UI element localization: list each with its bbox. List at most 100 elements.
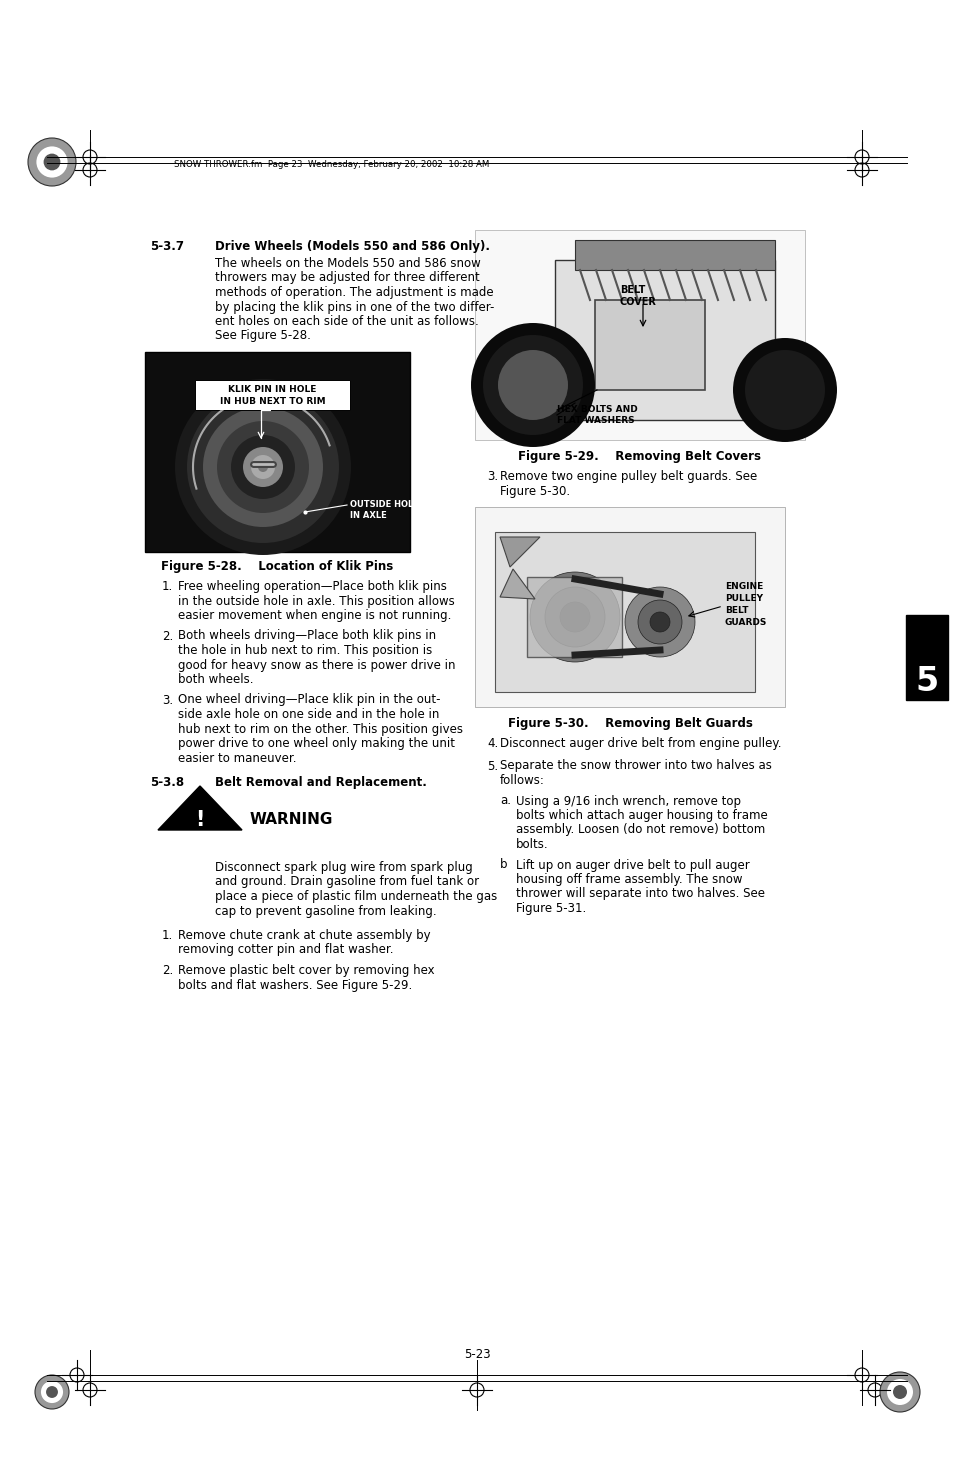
Text: Remove plastic belt cover by removing hex: Remove plastic belt cover by removing he… xyxy=(178,965,435,976)
Text: 2.: 2. xyxy=(162,630,173,643)
Circle shape xyxy=(497,350,567,420)
Text: 3.: 3. xyxy=(486,471,497,482)
Text: Figure 5-31.: Figure 5-31. xyxy=(516,903,586,914)
Text: !: ! xyxy=(195,810,205,830)
Circle shape xyxy=(36,146,68,177)
Circle shape xyxy=(174,379,351,555)
Text: One wheel driving—Place klik pin in the out-: One wheel driving—Place klik pin in the … xyxy=(178,693,440,707)
Circle shape xyxy=(482,335,582,435)
Bar xyxy=(526,577,621,656)
Text: 5.: 5. xyxy=(486,760,497,773)
Bar xyxy=(475,507,784,707)
Text: See Figure 5-28.: See Figure 5-28. xyxy=(214,329,311,342)
Text: Both wheels driving—Place both klik pins in: Both wheels driving—Place both klik pins… xyxy=(178,630,436,643)
Text: removing cotter pin and flat washer.: removing cotter pin and flat washer. xyxy=(178,944,393,956)
Text: COVER: COVER xyxy=(619,296,657,307)
Circle shape xyxy=(231,435,294,499)
Text: Disconnect spark plug wire from spark plug: Disconnect spark plug wire from spark pl… xyxy=(214,861,473,875)
Text: GUARDS: GUARDS xyxy=(724,618,766,627)
Polygon shape xyxy=(158,786,242,830)
Text: place a piece of plastic film underneath the gas: place a piece of plastic film underneath… xyxy=(214,889,497,903)
Bar xyxy=(595,299,704,389)
Circle shape xyxy=(624,587,695,656)
Text: IN AXLE: IN AXLE xyxy=(350,510,386,521)
Text: and ground. Drain gasoline from fuel tank or: and ground. Drain gasoline from fuel tan… xyxy=(214,876,478,888)
Text: Figure 5-30.    Removing Belt Guards: Figure 5-30. Removing Belt Guards xyxy=(507,717,752,730)
Text: throwers may be adjusted for three different: throwers may be adjusted for three diffe… xyxy=(214,271,479,285)
Text: Remove chute crank at chute assembly by: Remove chute crank at chute assembly by xyxy=(178,929,430,943)
Circle shape xyxy=(257,462,268,472)
Text: HEX BOLTS AND: HEX BOLTS AND xyxy=(557,406,638,414)
Text: both wheels.: both wheels. xyxy=(178,673,253,686)
Text: Figure 5-29.    Removing Belt Covers: Figure 5-29. Removing Belt Covers xyxy=(518,450,760,463)
Circle shape xyxy=(203,407,323,527)
Text: bolts and flat washers. See Figure 5-29.: bolts and flat washers. See Figure 5-29. xyxy=(178,978,412,991)
Text: thrower will separate into two halves. See: thrower will separate into two halves. S… xyxy=(516,888,764,901)
Circle shape xyxy=(243,447,283,487)
Text: Drive Wheels (Models 550 and 586 Only).: Drive Wheels (Models 550 and 586 Only). xyxy=(214,240,490,254)
Text: 5-3.8: 5-3.8 xyxy=(150,776,184,789)
Text: follows:: follows: xyxy=(499,774,544,788)
Text: Belt Removal and Replacement.: Belt Removal and Replacement. xyxy=(214,776,426,789)
Text: ent holes on each side of the unit as follows.: ent holes on each side of the unit as fo… xyxy=(214,316,478,327)
Circle shape xyxy=(28,139,76,186)
Text: Using a 9/16 inch wrench, remove top: Using a 9/16 inch wrench, remove top xyxy=(516,795,740,807)
Text: SNOW THROWER.fm  Page 23  Wednesday, February 20, 2002  10:28 AM: SNOW THROWER.fm Page 23 Wednesday, Febru… xyxy=(173,159,489,170)
Circle shape xyxy=(187,391,338,543)
Circle shape xyxy=(559,602,589,631)
Circle shape xyxy=(44,153,60,171)
Text: by placing the klik pins in one of the two differ-: by placing the klik pins in one of the t… xyxy=(214,301,494,314)
Text: in the outside hole in axle. This position allows: in the outside hole in axle. This positi… xyxy=(178,594,455,608)
Text: 5-3.7: 5-3.7 xyxy=(150,240,184,254)
Circle shape xyxy=(744,350,824,431)
Polygon shape xyxy=(499,537,539,566)
Text: a.: a. xyxy=(499,795,511,807)
Circle shape xyxy=(892,1385,906,1398)
Text: The wheels on the Models 550 and 586 snow: The wheels on the Models 550 and 586 sno… xyxy=(214,257,480,270)
Text: the hole in hub next to rim. This position is: the hole in hub next to rim. This positi… xyxy=(178,645,432,656)
Text: Disconnect auger drive belt from engine pulley.: Disconnect auger drive belt from engine … xyxy=(499,738,781,749)
Polygon shape xyxy=(499,569,535,599)
Bar xyxy=(555,260,774,420)
Text: bolts.: bolts. xyxy=(516,838,548,851)
Text: Figure 5-30.: Figure 5-30. xyxy=(499,484,570,497)
Text: Free wheeling operation—Place both klik pins: Free wheeling operation—Place both klik … xyxy=(178,580,446,593)
Bar xyxy=(475,230,804,440)
Circle shape xyxy=(41,1381,63,1403)
Circle shape xyxy=(471,323,595,447)
Text: Figure 5-28.    Location of Klik Pins: Figure 5-28. Location of Klik Pins xyxy=(161,560,394,572)
Text: BELT: BELT xyxy=(619,285,644,295)
Circle shape xyxy=(732,338,836,442)
Circle shape xyxy=(649,612,669,631)
Text: 1.: 1. xyxy=(162,929,173,943)
Circle shape xyxy=(638,600,681,645)
Text: 3.: 3. xyxy=(162,693,172,707)
Text: easier movement when engine is not running.: easier movement when engine is not runni… xyxy=(178,609,451,622)
Text: housing off frame assembly. The snow: housing off frame assembly. The snow xyxy=(516,873,741,886)
Text: IN HUB NEXT TO RIM: IN HUB NEXT TO RIM xyxy=(219,397,325,406)
Text: Separate the snow thrower into two halves as: Separate the snow thrower into two halve… xyxy=(499,760,771,773)
Text: ENGINE: ENGINE xyxy=(724,583,762,591)
Text: WARNING: WARNING xyxy=(250,813,333,827)
Text: side axle hole on one side and in the hole in: side axle hole on one side and in the ho… xyxy=(178,708,439,721)
Text: hub next to rim on the other. This position gives: hub next to rim on the other. This posit… xyxy=(178,723,462,736)
Text: b: b xyxy=(499,858,507,872)
Text: 5-23: 5-23 xyxy=(463,1348,490,1361)
Text: Remove two engine pulley belt guards. See: Remove two engine pulley belt guards. Se… xyxy=(499,471,757,482)
Text: methods of operation. The adjustment is made: methods of operation. The adjustment is … xyxy=(214,286,493,299)
Text: BELT: BELT xyxy=(724,606,748,615)
Text: easier to maneuver.: easier to maneuver. xyxy=(178,751,296,764)
Circle shape xyxy=(216,420,309,513)
Text: 4.: 4. xyxy=(486,738,497,749)
Circle shape xyxy=(35,1375,69,1409)
Bar xyxy=(145,353,410,552)
Bar xyxy=(905,615,947,701)
Circle shape xyxy=(251,454,274,479)
Bar xyxy=(495,532,754,692)
Text: Lift up on auger drive belt to pull auger: Lift up on auger drive belt to pull auge… xyxy=(516,858,749,872)
Text: cap to prevent gasoline from leaking.: cap to prevent gasoline from leaking. xyxy=(214,904,436,917)
Text: OUTSIDE HOLE: OUTSIDE HOLE xyxy=(350,500,418,509)
Text: PULLEY: PULLEY xyxy=(724,594,762,603)
Text: 2.: 2. xyxy=(162,965,173,976)
Text: bolts which attach auger housing to frame: bolts which attach auger housing to fram… xyxy=(516,808,767,822)
